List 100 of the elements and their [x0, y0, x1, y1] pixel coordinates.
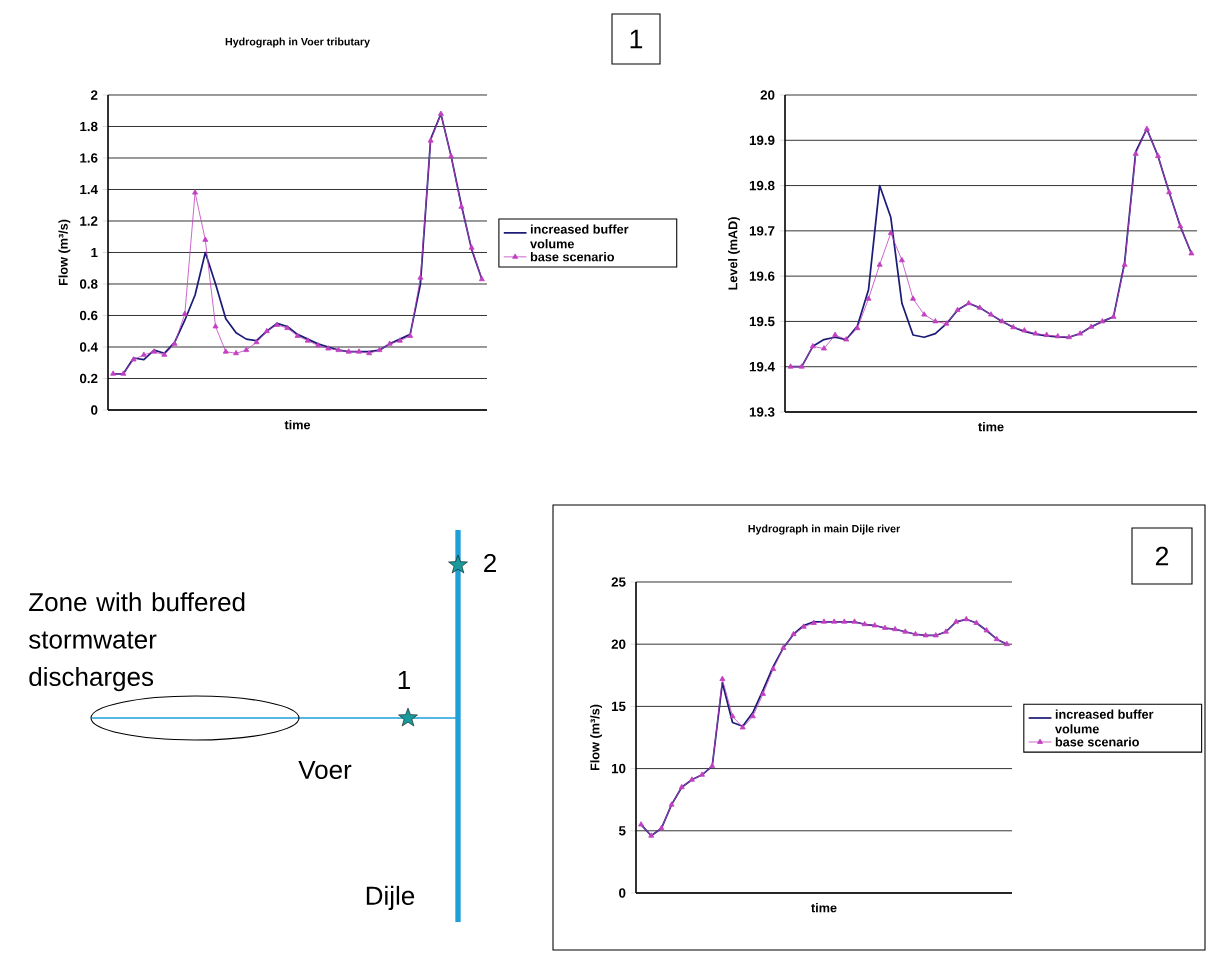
point: [965, 299, 972, 306]
point: [1099, 318, 1106, 324]
point: [861, 620, 868, 627]
y-tick-label: 2: [91, 90, 98, 100]
point: [932, 318, 939, 324]
point: [953, 618, 960, 624]
point: [468, 244, 475, 250]
y-tick-label: 19.3: [749, 407, 775, 417]
point: [963, 615, 970, 622]
point: [437, 110, 444, 116]
point: [780, 644, 787, 650]
y-tick-label: 1.6: [80, 153, 98, 163]
point: [902, 628, 909, 634]
point: [678, 783, 685, 790]
point: [1177, 222, 1184, 229]
y-tick-label: 19.7: [749, 226, 775, 236]
y-tick-label: 19.9: [749, 135, 775, 145]
text: 2: [1155, 546, 1169, 566]
point: [274, 321, 280, 327]
point: [760, 690, 766, 696]
text: 2: [484, 553, 496, 573]
point: [407, 332, 414, 338]
point: [130, 356, 137, 362]
point: [212, 323, 219, 329]
point: [910, 295, 916, 301]
point: [851, 618, 858, 624]
y-tick-label: 19.8: [749, 180, 775, 191]
point: [478, 275, 485, 282]
point: [1088, 323, 1095, 329]
point: [1021, 327, 1028, 333]
point: [898, 256, 905, 263]
point: [798, 363, 805, 369]
point: [315, 342, 321, 348]
point: [1132, 150, 1139, 156]
y-tick-label: 25: [611, 577, 626, 587]
point: [284, 324, 291, 330]
point: [366, 349, 373, 356]
point: [841, 618, 848, 624]
point: [1043, 331, 1050, 337]
point: [325, 345, 332, 351]
point: [294, 332, 301, 338]
y-tick-label: 1.8: [80, 121, 98, 132]
point: [865, 295, 872, 301]
point: [993, 635, 1000, 642]
legend-label: base scenario: [1055, 737, 1139, 747]
y-tick-label: 1.4: [80, 184, 98, 195]
point: [943, 320, 950, 326]
y-tick-label: 0.4: [79, 342, 98, 352]
point: [1032, 330, 1039, 336]
point: [668, 801, 675, 807]
point: [688, 776, 695, 782]
point: [954, 306, 961, 312]
y-axis-title: Flow (m³/s): [58, 219, 71, 286]
y-tick-label: 1.2: [80, 216, 98, 226]
text: 1: [398, 671, 410, 689]
point: [999, 318, 1006, 324]
y-tick-label: 5: [618, 826, 626, 836]
point: [832, 331, 839, 337]
x-axis-title: time: [811, 903, 837, 913]
point: [854, 324, 861, 331]
point: [427, 137, 434, 143]
point: [192, 189, 199, 195]
point: [988, 311, 994, 317]
point: [658, 824, 665, 831]
y-tick-label: 10: [611, 763, 626, 774]
point: [1077, 330, 1084, 336]
y-tick-label: 19.4: [749, 361, 775, 372]
text: Dijle: [366, 885, 415, 911]
text: Zone with buffered stormwater discharges: [29, 592, 245, 692]
point: [1143, 125, 1150, 131]
point: [739, 724, 746, 730]
point: [1066, 333, 1072, 340]
point: [800, 623, 807, 629]
point: [809, 343, 816, 349]
point: [648, 832, 655, 838]
y-tick-label: 20: [760, 90, 775, 100]
legend-label: base scenario: [530, 252, 615, 262]
point: [151, 348, 158, 354]
point: [831, 618, 838, 624]
point: [356, 348, 362, 354]
point: [1188, 250, 1195, 256]
point: [253, 338, 260, 345]
point: [729, 713, 736, 719]
point: [787, 363, 794, 369]
y-tick-label: 19.5: [749, 316, 775, 327]
point: [396, 337, 403, 343]
point: [976, 304, 983, 310]
point: [345, 348, 352, 354]
point: [202, 236, 209, 242]
point: [304, 337, 311, 343]
text: Voer: [298, 760, 352, 780]
point: [1155, 152, 1161, 158]
point: [912, 630, 919, 637]
point: [887, 229, 894, 235]
chart-title: Hydrograph in Voer tributary: [225, 37, 370, 48]
y-tick-label: 0.2: [79, 373, 98, 384]
y-tick-label: 0: [91, 405, 98, 415]
point: [1054, 333, 1061, 339]
y-tick-label: 0: [619, 888, 626, 898]
point: [983, 627, 990, 633]
